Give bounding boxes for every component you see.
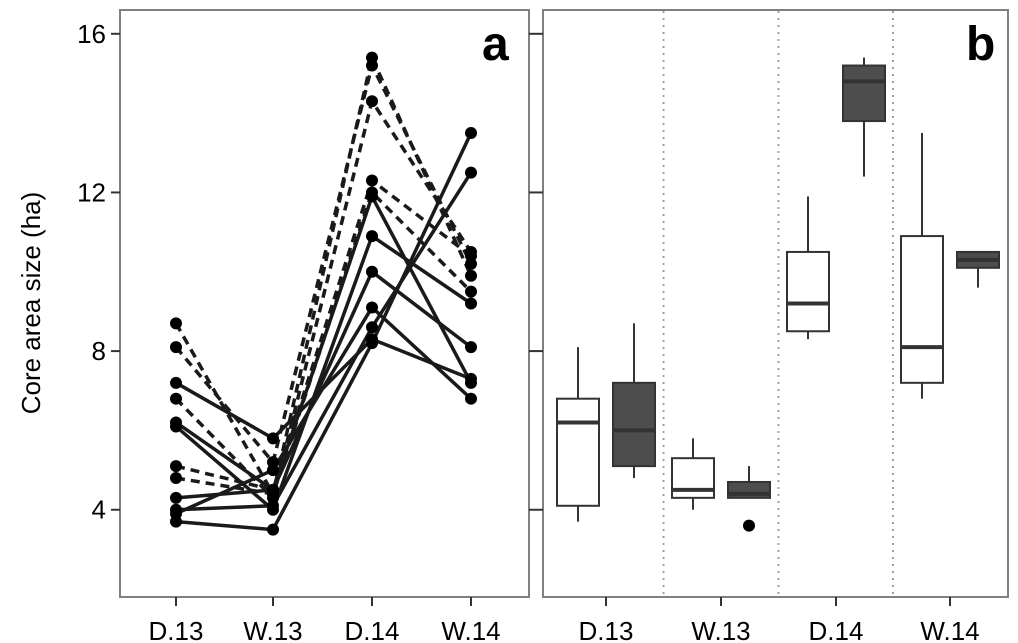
data-point bbox=[465, 297, 477, 310]
data-point bbox=[267, 499, 279, 512]
data-point bbox=[366, 230, 378, 243]
panel-a-frame bbox=[119, 9, 530, 598]
series-line bbox=[175, 270, 473, 500]
series-line bbox=[175, 305, 473, 516]
data-point bbox=[465, 269, 477, 282]
box bbox=[786, 250, 830, 333]
data-point bbox=[465, 126, 477, 139]
data-point bbox=[366, 265, 378, 278]
data-point bbox=[366, 190, 378, 203]
data-point bbox=[170, 491, 182, 504]
data-point bbox=[267, 483, 279, 496]
y-tick-label: 4 bbox=[92, 495, 106, 525]
data-point bbox=[267, 464, 279, 477]
data-point bbox=[170, 503, 182, 516]
x-tick-label-a: D.13 bbox=[149, 616, 204, 643]
data-point bbox=[170, 420, 182, 433]
y-tick-label: 12 bbox=[77, 177, 106, 207]
box bbox=[842, 64, 886, 123]
series-line bbox=[174, 99, 473, 500]
x-tick-label-a: W.13 bbox=[243, 616, 302, 643]
x-tick-label-b: D.14 bbox=[809, 616, 864, 643]
data-point bbox=[465, 376, 477, 389]
box bbox=[612, 381, 656, 468]
series-line bbox=[174, 63, 473, 464]
data-point bbox=[170, 460, 182, 473]
series-line bbox=[174, 234, 472, 512]
x-tick-label-b: W.14 bbox=[920, 616, 979, 643]
data-point bbox=[465, 341, 477, 354]
data-point bbox=[170, 515, 182, 528]
data-point bbox=[170, 317, 182, 330]
box bbox=[900, 235, 944, 384]
axes: 4 8 12 16 D.13 W.13 D.14 W.14 D.13 W.13 D.14 W.14 bbox=[77, 19, 980, 643]
y-tick-label: 16 bbox=[77, 19, 106, 49]
data-point bbox=[170, 472, 182, 485]
data-point bbox=[366, 337, 378, 350]
series-line bbox=[175, 178, 473, 492]
data-point bbox=[366, 301, 378, 314]
data-point bbox=[465, 285, 477, 298]
series-line bbox=[175, 194, 473, 492]
data-point bbox=[366, 59, 378, 72]
data-point bbox=[366, 95, 378, 108]
x-tick-label-a: W.14 bbox=[441, 616, 500, 643]
panel-a-series bbox=[170, 51, 477, 536]
box bbox=[556, 397, 600, 507]
y-tick-label: 8 bbox=[92, 336, 106, 366]
data-point bbox=[366, 321, 378, 334]
data-point bbox=[465, 166, 477, 179]
panel-b-letter: b bbox=[966, 18, 995, 71]
data-point bbox=[465, 249, 477, 262]
series-line bbox=[175, 171, 473, 512]
data-point bbox=[267, 523, 279, 536]
x-tick-label-b: D.13 bbox=[579, 616, 634, 643]
y-axis-label: Core area size (ha) bbox=[16, 192, 46, 415]
data-point bbox=[170, 341, 182, 354]
data-point bbox=[170, 376, 182, 389]
panel-a-letter: a bbox=[482, 18, 509, 71]
data-point bbox=[465, 392, 477, 405]
data-point bbox=[267, 432, 279, 445]
panel-b-boxes bbox=[556, 57, 1000, 532]
series-line bbox=[175, 132, 473, 532]
data-point bbox=[170, 392, 182, 405]
x-tick-label-a: D.14 bbox=[345, 616, 400, 643]
x-tick-label-b: W.13 bbox=[691, 616, 750, 643]
data-point bbox=[366, 174, 378, 187]
outlier-point bbox=[743, 519, 755, 532]
